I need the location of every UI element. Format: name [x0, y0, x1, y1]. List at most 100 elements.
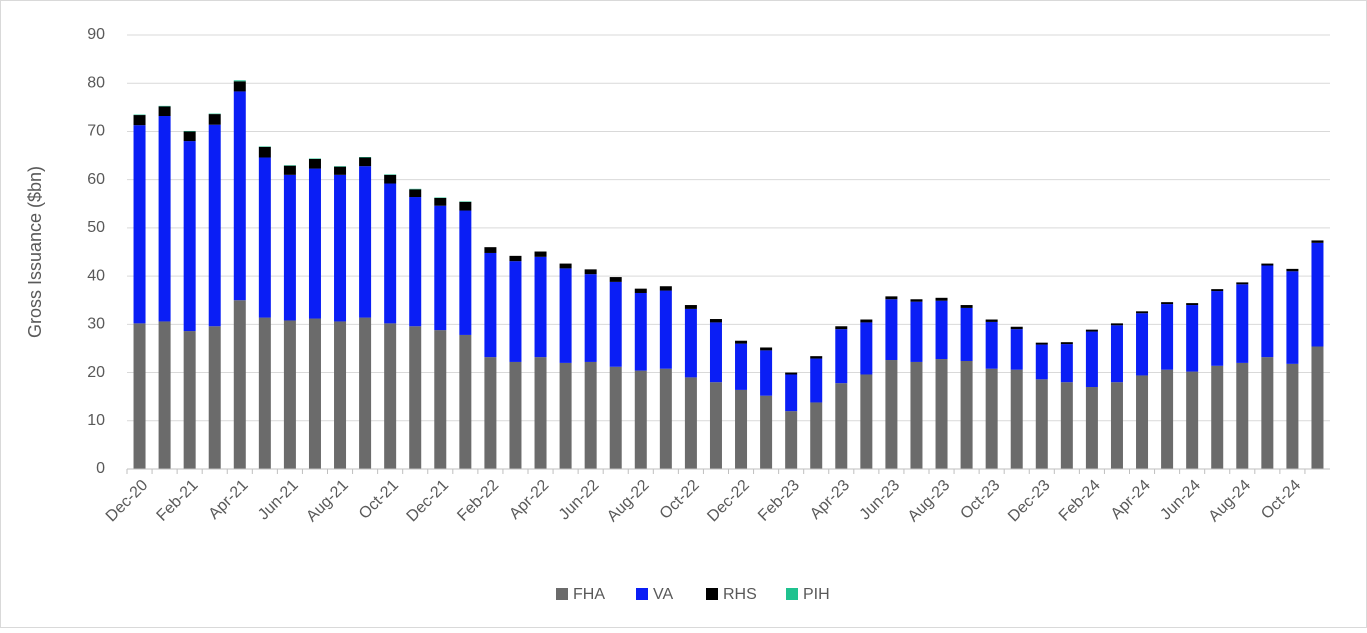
bar-segment — [610, 282, 622, 367]
bar-segment — [760, 350, 772, 395]
bar-segment — [309, 159, 321, 169]
bar-segment — [484, 247, 496, 253]
bar-segment — [184, 331, 196, 469]
bar-segment — [1286, 269, 1298, 271]
bar-segment — [885, 296, 897, 299]
bar-segment — [735, 390, 747, 469]
bar-segment — [1211, 289, 1223, 291]
bar-segment — [785, 373, 797, 375]
legend-label: RHS — [723, 586, 757, 603]
bar-segment — [334, 167, 346, 175]
bar-segment — [1036, 343, 1048, 345]
bar-segment — [910, 299, 922, 301]
bar-segment — [810, 402, 822, 469]
bar-segment — [134, 125, 146, 323]
bar-segment — [209, 125, 221, 327]
bar-segment — [234, 300, 246, 469]
bar-segment — [1311, 240, 1323, 242]
bar-segment — [1086, 387, 1098, 469]
bar-segment — [685, 309, 697, 377]
bar-segment — [710, 322, 722, 382]
bar-segment — [484, 253, 496, 357]
bar-segment — [560, 268, 572, 363]
legend-swatch — [786, 588, 798, 600]
y-tick-label: 40 — [87, 267, 105, 284]
bar-segment — [785, 374, 797, 411]
bar-segment — [134, 323, 146, 469]
bar-segment — [560, 363, 572, 469]
bar-segment — [1036, 345, 1048, 380]
bar-segment — [459, 335, 471, 469]
bar-segment — [1011, 370, 1023, 469]
bar-segment — [1236, 363, 1248, 469]
bar-segment — [735, 341, 747, 344]
bar-segment — [259, 318, 271, 469]
bar-segment — [284, 320, 296, 469]
bar-segment — [585, 362, 597, 469]
legend-label: FHA — [573, 586, 605, 603]
bar-segment — [760, 396, 772, 469]
bar-segment — [936, 359, 948, 469]
bar-segment — [961, 305, 973, 308]
legend-swatch — [636, 588, 648, 600]
bar-segment — [810, 356, 822, 358]
bar-segment — [635, 289, 647, 293]
bar-segment — [509, 362, 521, 469]
bar-segment — [459, 202, 471, 211]
bar-segment — [334, 321, 346, 469]
y-tick-label: 70 — [87, 123, 105, 140]
bar-segment — [1186, 305, 1198, 372]
bar-segment — [660, 286, 672, 290]
bar-segment — [1036, 379, 1048, 469]
legend-label: PIH — [803, 586, 830, 603]
bar-segment — [660, 291, 672, 369]
bar-segment — [159, 116, 171, 321]
bar-segment — [409, 197, 421, 326]
bar-segment — [1161, 302, 1173, 304]
bar-segment — [1161, 304, 1173, 370]
bar-segment — [785, 411, 797, 469]
bar-segment — [434, 330, 446, 469]
bar-segment — [259, 147, 271, 158]
bar-segment — [1311, 347, 1323, 469]
bar-segment — [1311, 243, 1323, 347]
bar-segment — [459, 211, 471, 335]
bar-segment — [1111, 325, 1123, 382]
bar-segment — [585, 269, 597, 274]
bar-segment — [1261, 266, 1273, 358]
bar-segment — [384, 184, 396, 324]
bar-segment — [1236, 284, 1248, 363]
bar-segment — [1211, 291, 1223, 366]
bar-segment — [1111, 323, 1123, 325]
bar-segment — [835, 326, 847, 329]
bar-segment — [860, 374, 872, 469]
bar-segment — [209, 326, 221, 469]
bar-segment — [1186, 372, 1198, 469]
bar-segment — [1261, 264, 1273, 266]
bar-segment — [986, 320, 998, 322]
bar-segment — [159, 106, 171, 116]
bar-segment — [484, 357, 496, 469]
bar-segment — [134, 115, 146, 125]
bar-segment — [961, 361, 973, 469]
bar-segment — [309, 169, 321, 319]
bar-segment — [359, 157, 371, 166]
bar-segment — [810, 359, 822, 403]
bar-segment — [660, 369, 672, 469]
y-tick-label: 30 — [87, 316, 105, 333]
bar-segment — [234, 81, 246, 91]
y-tick-label: 20 — [87, 364, 105, 381]
bar-segment — [1136, 313, 1148, 375]
bar-segment — [936, 298, 948, 301]
bar-segment — [610, 277, 622, 282]
bar-segment — [409, 189, 421, 197]
bar-segment — [936, 301, 948, 359]
bar-segment — [1061, 342, 1073, 344]
bar-segment — [434, 206, 446, 330]
bar-segment — [1061, 382, 1073, 469]
y-axis-label: Gross Issuance ($bn) — [25, 166, 45, 338]
bar-segment — [560, 264, 572, 269]
bar-segment — [184, 141, 196, 331]
y-tick-label: 60 — [87, 171, 105, 188]
